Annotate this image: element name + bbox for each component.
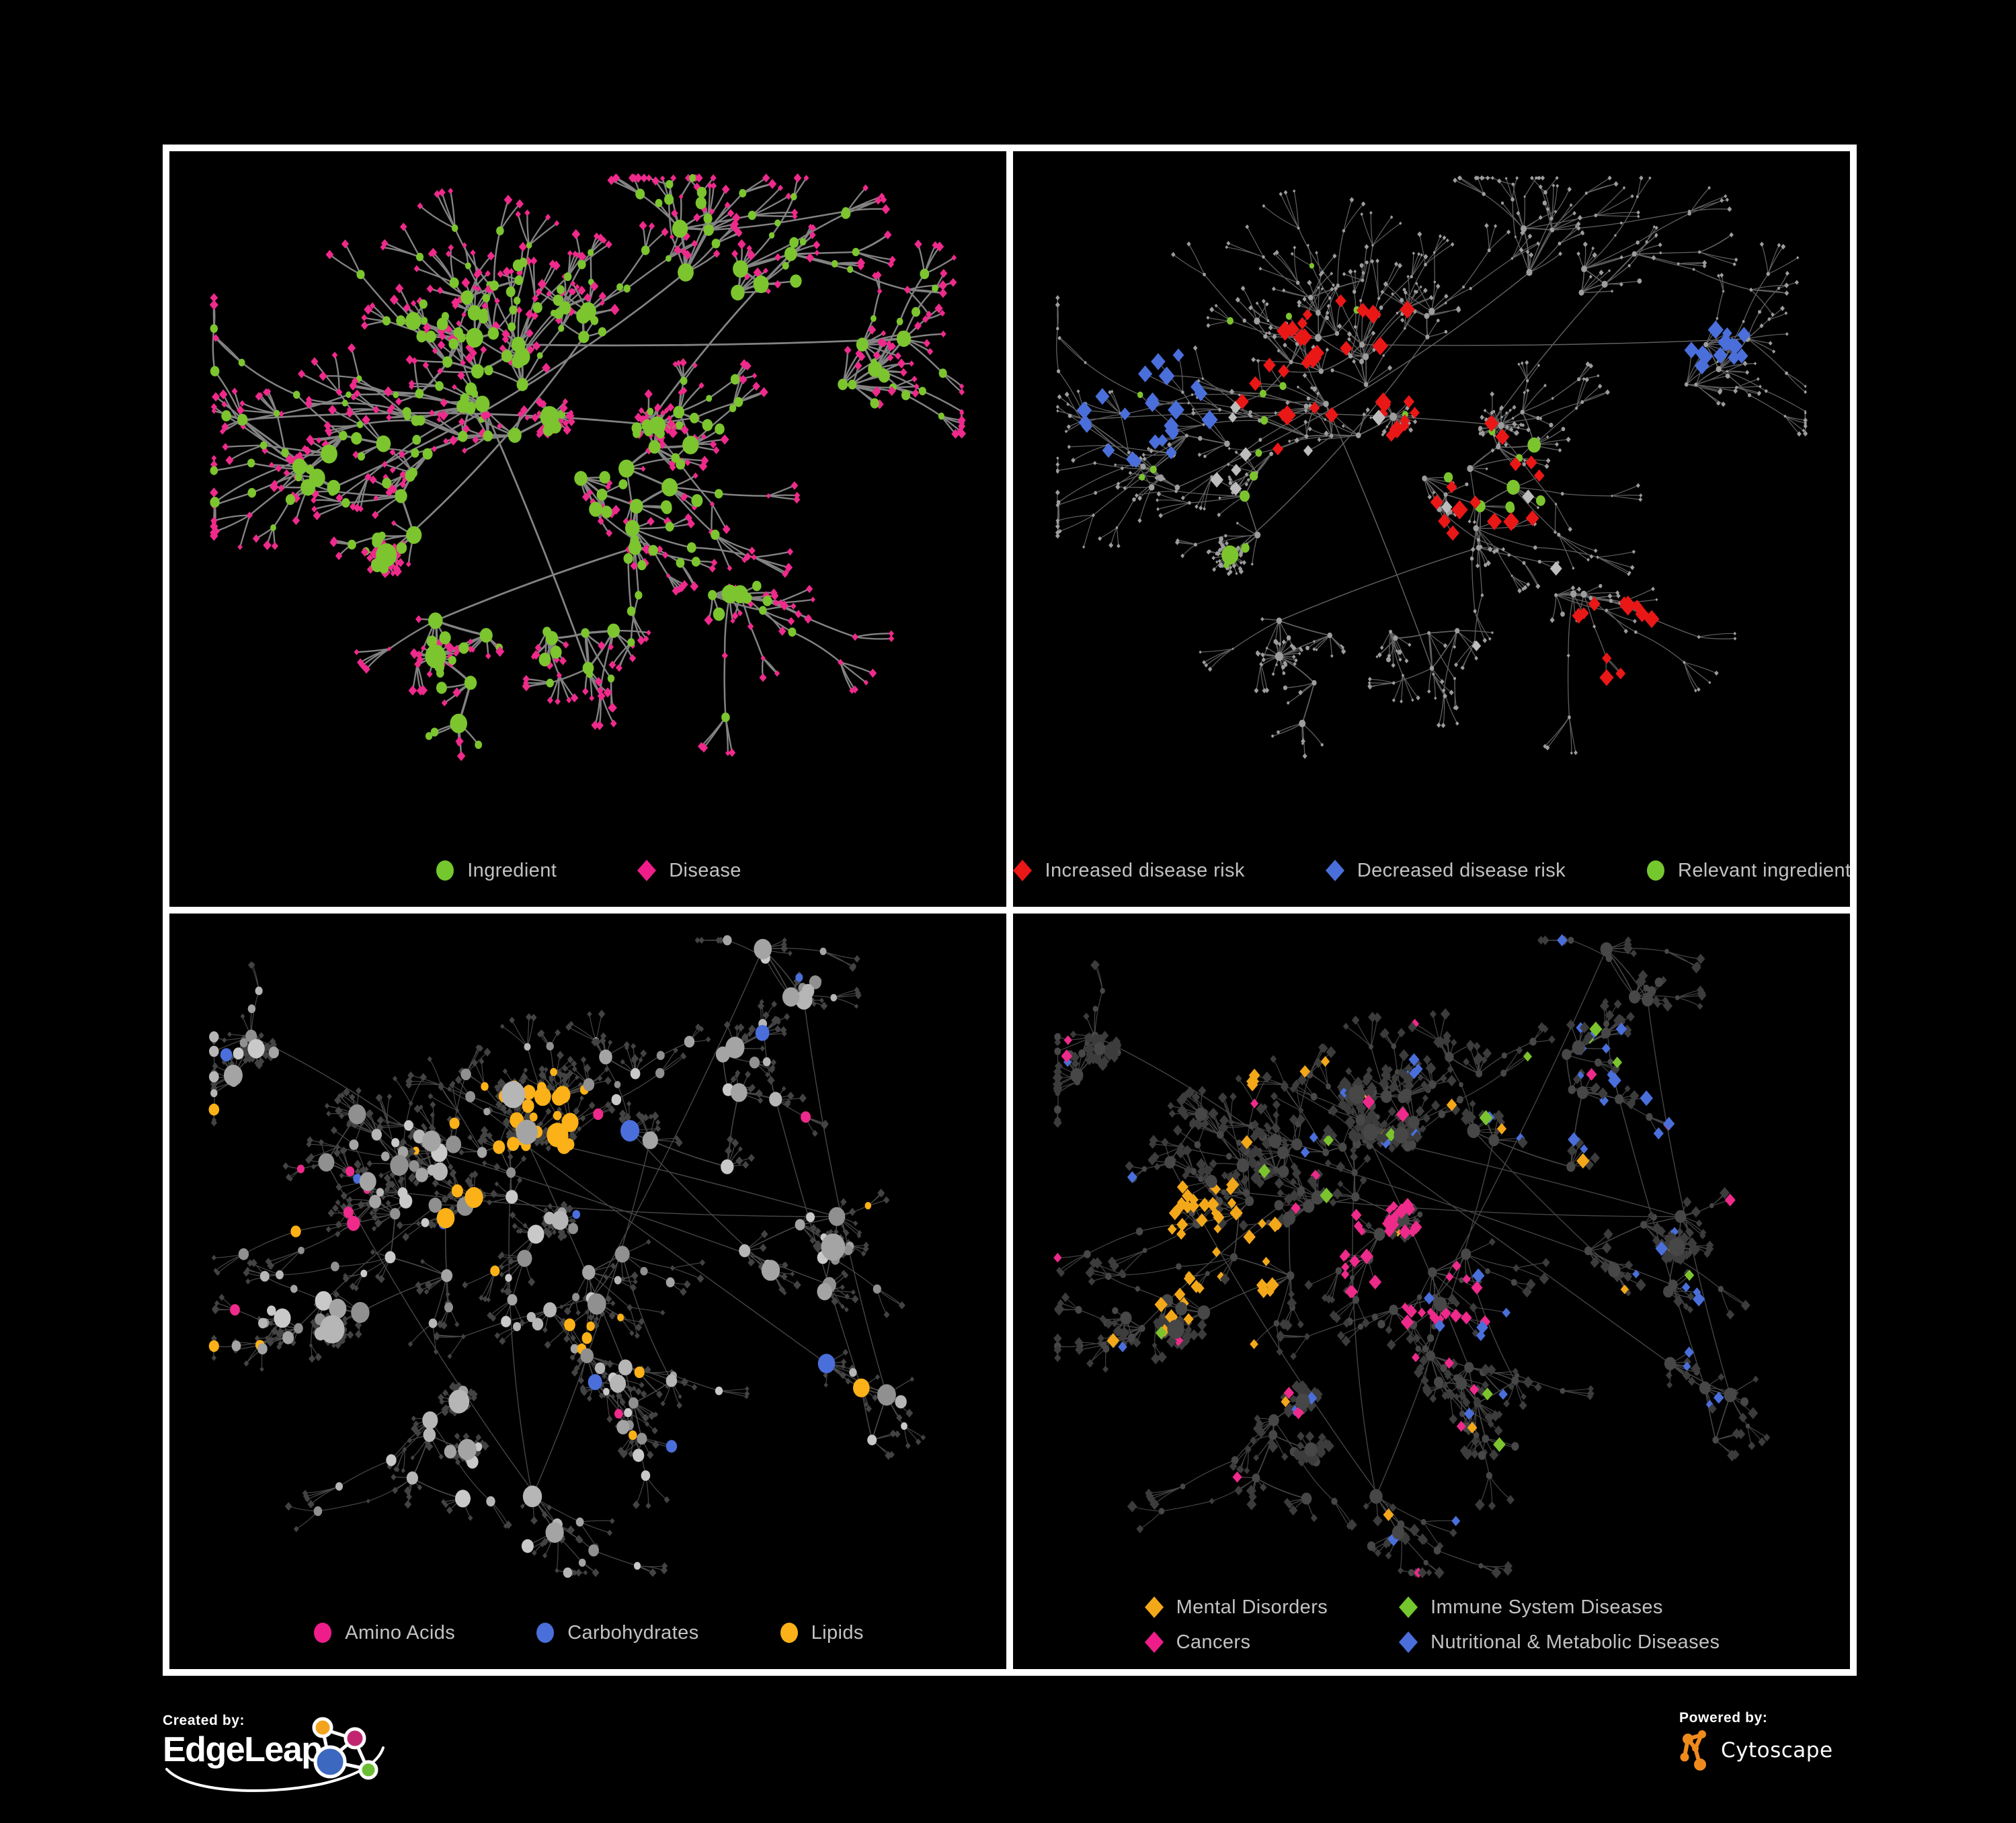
- panel-disease-risk: Increased disease risk Decreased disease …: [1013, 151, 1850, 907]
- legend-label: Immune System Diseases: [1430, 1596, 1663, 1618]
- legend-item-decreased-disease-risk: Decreased disease risk: [1324, 858, 1566, 883]
- legend-item-increased-disease-risk: Increased disease risk: [1013, 858, 1245, 883]
- disease-classes-legend: Mental Disorders Cancers Immune System Dis…: [1013, 1595, 1850, 1654]
- cytoscape-icon: [1680, 1730, 1706, 1771]
- cytoscape-wordmark: Cytoscape: [1721, 1738, 1833, 1763]
- circle-marker-icon: [536, 1623, 555, 1643]
- network-grid: Ingredient Disease Increased disease risk…: [163, 145, 1857, 1676]
- diamond-marker-icon: [1399, 1631, 1418, 1653]
- edgeleap-node-green: [358, 1760, 378, 1780]
- disease-classes-network: [1052, 934, 1771, 1579]
- edgeleap-node-pink: [344, 1727, 366, 1750]
- legend-label: Disease: [669, 859, 741, 881]
- ingredient-disease-network: [209, 173, 967, 762]
- panel-nutrient-classes: Amino Acids Carbohydrates Lipids: [169, 914, 1006, 1669]
- edges-layer: [213, 939, 924, 1574]
- nodes-layer: [209, 173, 967, 762]
- nutrient-classes-network: [208, 935, 926, 1578]
- legend-label: Mental Disorders: [1176, 1596, 1328, 1618]
- legend-item-lipids: Lipids: [778, 1621, 864, 1645]
- legend-item-amino-acids: Amino Acids: [312, 1621, 455, 1645]
- diamond-marker-icon: [1013, 860, 1033, 881]
- legend-label: Nutritional & Metabolic Diseases: [1430, 1631, 1720, 1653]
- created-by-label: Created by:: [163, 1713, 245, 1728]
- edgeleap-wordmark: EdgeLeap: [163, 1730, 322, 1769]
- legend-label: Ingredient: [467, 859, 557, 881]
- legend-label: Decreased disease risk: [1357, 859, 1566, 881]
- edgeleap-node-orange: [312, 1717, 333, 1738]
- legend-item-disease: Disease: [636, 858, 741, 883]
- diamond-marker-icon: [1144, 1631, 1164, 1653]
- nodes-layer: [1052, 934, 1771, 1579]
- disease-risk-legend: Increased disease risk Decreased disease …: [1013, 858, 1850, 883]
- legend-label: Relevant ingredient: [1678, 859, 1850, 881]
- edgeleap-logo: EdgeLeap: [163, 1717, 385, 1792]
- diamond-marker-icon: [1144, 1596, 1164, 1618]
- legend-item-cancers: Cancers: [1143, 1630, 1251, 1654]
- nutrient-classes-legend: Amino Acids Carbohydrates Lipids: [169, 1621, 1006, 1645]
- diamond-marker-icon: [637, 860, 657, 881]
- ingredient-disease-legend: Ingredient Disease: [169, 858, 1006, 883]
- cytoscape-logo: Cytoscape: [1679, 1730, 1948, 1771]
- legend-label: Amino Acids: [345, 1621, 456, 1644]
- legend-item-immune-system-diseases: Immune System Diseases: [1398, 1595, 1663, 1619]
- circle-marker-icon: [780, 1623, 798, 1643]
- circle-marker-icon: [314, 1623, 332, 1643]
- diamond-marker-icon: [1399, 1596, 1418, 1618]
- legend-item-mental-disorders: Mental Disorders: [1143, 1595, 1328, 1619]
- legend-item-carbohydrates: Carbohydrates: [534, 1621, 698, 1645]
- legend-item-nutritional-metabolic-diseases: Nutritional & Metabolic Diseases: [1398, 1630, 1720, 1654]
- edges-layer: [1057, 939, 1767, 1574]
- edgeleap-glyph-edges: [321, 1727, 370, 1771]
- cytoscape-credit: Powered by: Cytoscape: [1679, 1710, 1948, 1771]
- circle-marker-icon: [436, 860, 454, 881]
- powered-by-label: Powered by:: [1679, 1710, 1768, 1726]
- legend-label: Carbohydrates: [567, 1621, 699, 1644]
- edgeleap-credit: Created by: EdgeLeap: [161, 1709, 565, 1823]
- diamond-marker-icon: [1325, 860, 1344, 881]
- nodes-layer: [208, 935, 926, 1578]
- legend-label: Increased disease risk: [1045, 859, 1245, 881]
- legend-label: Cancers: [1176, 1631, 1251, 1653]
- edgeleap-node-blue: [313, 1745, 347, 1779]
- circle-marker-icon: [1647, 860, 1665, 881]
- legend-item-ingredient: Ingredient: [434, 858, 557, 883]
- disease-risk-network: [1055, 175, 1808, 759]
- edgeleap-glyph-nodes: [312, 1717, 378, 1780]
- panel-disease-classes: Mental Disorders Cancers Immune System Dis…: [1013, 914, 1850, 1669]
- legend-label: Lipids: [811, 1621, 864, 1644]
- panel-ingredient-disease: Ingredient Disease: [169, 151, 1006, 907]
- legend-item-relevant-ingredient: Relevant ingredient: [1645, 858, 1850, 883]
